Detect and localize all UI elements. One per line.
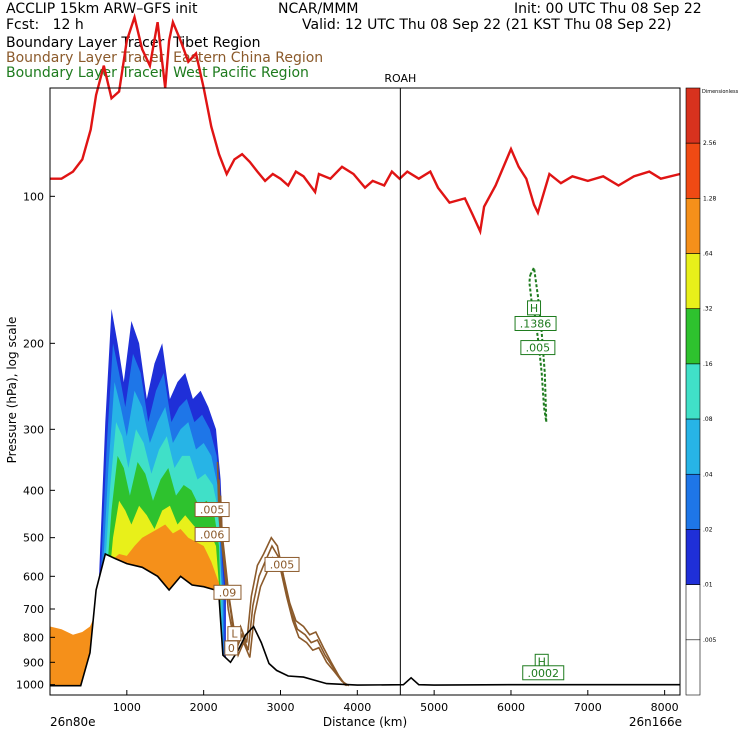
contour-label-3: .005	[526, 342, 551, 355]
y-tick-label-500: 500	[23, 532, 44, 545]
contour-label-7: .006	[200, 529, 225, 542]
colorbar-label-8: .02	[703, 526, 713, 533]
contour-label-5: .0002	[527, 667, 559, 680]
tracer-legend-eastern-china: Boundary Layer Tracer Eastern China Regi…	[6, 50, 324, 66]
colorbar-swatch-8	[685, 473, 701, 530]
contour-label-box-6	[194, 502, 230, 518]
tracer-legend-west-pacific: Boundary Layer Tracer West Pacific Regio…	[6, 65, 309, 81]
valid-time: Valid: 12 UTC Thu 08 Sep 22 (21 KST Thu …	[302, 17, 672, 33]
contour-label-1: H	[530, 302, 538, 315]
contour-label-4: H	[538, 655, 546, 668]
colorbar-label-1: 2.56	[703, 140, 717, 147]
colorbar-swatch-10	[685, 584, 701, 641]
colorbar-swatch-9	[685, 529, 701, 585]
contour-label-6: .005	[200, 504, 225, 517]
x-tick-label-3000: 3000	[266, 701, 294, 714]
contour-label-box-5	[522, 665, 565, 681]
x-axis-label: Distance (km)	[323, 715, 407, 729]
contour-label-box-11	[224, 640, 239, 656]
station-label: ROAH	[384, 72, 416, 85]
plot-frame	[49, 87, 681, 696]
contour-label-8: .09	[219, 586, 237, 599]
colorbar-swatch-1	[685, 87, 701, 144]
contour-label-9: .005	[270, 558, 295, 571]
west-pacific-contour	[528, 264, 548, 423]
y-tick-label-100: 100	[23, 190, 44, 203]
colorbar-swatch-11	[685, 639, 701, 696]
contour-label-11: 0	[228, 642, 235, 655]
x-tick-label-4000: 4000	[343, 701, 371, 714]
endpoint-left-label: 26n80e	[50, 715, 96, 729]
contour-label-box-1	[527, 300, 542, 316]
colorbar-label-10: .005	[703, 637, 717, 644]
contour-label-10: L	[231, 628, 238, 641]
colorbar-label-7: .04	[703, 471, 713, 478]
forecast-hour: Fcst: 12 h	[6, 17, 84, 33]
colorbar-swatch-3	[685, 198, 701, 254]
colorbar-label-6: .08	[703, 416, 713, 423]
colorbar-title: Dimensionless	[702, 89, 739, 95]
contour-label-box-2	[514, 315, 557, 331]
colorbar-label-5: .16	[703, 361, 713, 368]
x-tick-label-7000: 7000	[574, 701, 602, 714]
contour-label-box-8	[213, 584, 242, 600]
terrain-line	[50, 552, 680, 687]
y-tick-label-900: 900	[23, 656, 44, 669]
colorbar-swatch-5	[685, 308, 701, 365]
contour-label-box-9	[264, 556, 300, 572]
colorbar-swatch-2	[685, 142, 701, 199]
colorbar-label-9: .01	[703, 582, 713, 589]
y-tick-label-800: 800	[23, 631, 44, 644]
tropopause-line	[50, 12, 681, 236]
x-tick-label-2000: 2000	[190, 701, 218, 714]
init-time: Init: 00 UTC Thu 08 Sep 22	[514, 1, 702, 17]
x-tick-label-8000: 8000	[651, 701, 679, 714]
x-tick-label-1000: 1000	[113, 701, 141, 714]
colorbar-label-2: 1.28	[703, 195, 717, 202]
model-title: ACCLIP 15km ARW–GFS init	[6, 1, 198, 17]
y-tick-label-700: 700	[23, 603, 44, 616]
org-label: NCAR/MMM	[278, 1, 359, 17]
y-tick-label-600: 600	[23, 570, 44, 583]
contour-label-box-7	[194, 527, 230, 543]
colorbar-swatch-6	[685, 363, 701, 420]
colorbar-swatch-4	[685, 253, 701, 310]
x-tick-label-5000: 5000	[420, 701, 448, 714]
y-tick-label-300: 300	[23, 423, 44, 436]
colorbar-label-3: .64	[703, 251, 713, 258]
contour-label-box-3	[520, 340, 556, 356]
colorbar-label-4: .32	[703, 306, 713, 313]
y-tick-label-400: 400	[23, 484, 44, 497]
x-tick-label-6000: 6000	[497, 701, 525, 714]
y-tick-label-200: 200	[23, 337, 44, 350]
colorbar-swatch-7	[685, 418, 701, 475]
endpoint-right-label: 26n166e	[629, 715, 682, 729]
y-axis-label: Pressure (hPa), log scale	[5, 317, 19, 464]
contour-label-2: .1386	[520, 317, 552, 330]
terrain-mask	[50, 554, 680, 695]
y-tick-label-1000: 1000	[16, 679, 44, 692]
